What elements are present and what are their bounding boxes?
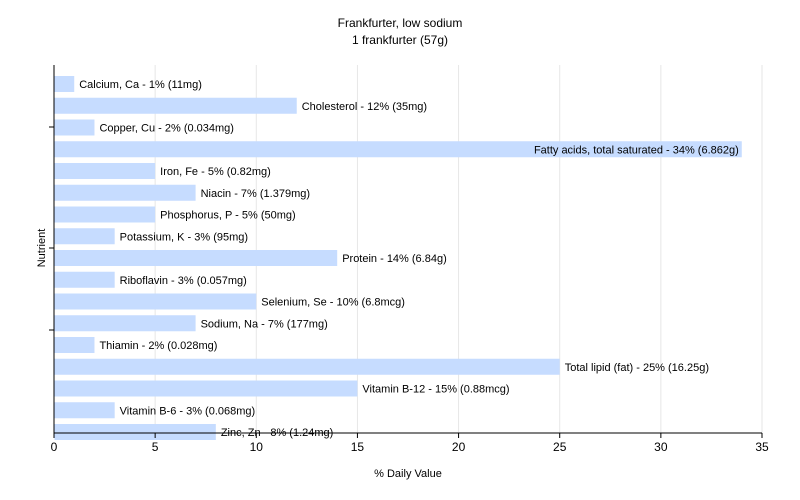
x-tick-label-10: 10: [250, 440, 264, 454]
x-tick-label-30: 30: [654, 440, 668, 454]
bar-label-0: Calcium, Ca - 1% (11mg): [79, 79, 202, 91]
bar-2: [54, 119, 95, 136]
bar-7: [54, 228, 115, 245]
bar-12: [54, 337, 95, 353]
x-tick-label-15: 15: [351, 440, 365, 454]
bar-label-14: Vitamin B-12 - 15% (0.88mcg): [362, 384, 509, 396]
x-axis-label: % Daily Value: [374, 468, 442, 480]
bar-13: [54, 358, 560, 375]
x-tick-label-20: 20: [452, 440, 466, 454]
x-tick-label-0: 0: [51, 440, 58, 454]
bar-label-5: Niacin - 7% (1.379mg): [201, 188, 310, 200]
bar-label-2: Copper, Cu - 2% (0.034mg): [99, 123, 234, 135]
bars-group: Calcium, Ca - 1% (11mg) Cholesterol - 12%…: [54, 76, 742, 440]
bar-label-13: Total lipid (fat) - 25% (16.25g): [565, 362, 709, 374]
bar-label-15: Vitamin B-6 - 3% (0.068mg): [120, 405, 256, 417]
bar-11: [54, 315, 196, 332]
chart-title: Frankfurter, low sodium: [338, 16, 463, 30]
axes-group: [49, 65, 763, 438]
x-tick-label-35: 35: [755, 440, 769, 454]
bar-9: [54, 271, 115, 288]
x-tick-label-25: 25: [553, 440, 567, 454]
bar-label-9: Riboflavin - 3% (0.057mg): [120, 275, 247, 287]
bar-label-10: Selenium, Se - 10% (6.8mcg): [261, 297, 405, 309]
bar-0: [54, 76, 75, 92]
x-tick-label-5: 5: [152, 440, 159, 454]
bar-label-6: Phosphorus, P - 5% (50mg): [160, 210, 296, 222]
bar-label-1: Cholesterol - 12% (35mg): [302, 101, 427, 113]
bar-6: [54, 206, 156, 223]
bar-14: [54, 380, 358, 397]
bar-label-8: Protein - 14% (6.84g): [342, 253, 447, 265]
y-axis-label: Nutrient: [36, 229, 48, 268]
bar-15: [54, 402, 115, 419]
bar-3: [54, 141, 742, 158]
x-tick-labels: 0 5 10 15 20 25 30 35: [51, 440, 769, 454]
chart-subtitle: 1 frankfurter (57g): [352, 33, 448, 47]
bar-8: [54, 250, 338, 266]
bar-label-7: Potassium, K - 3% (95mg): [120, 231, 248, 243]
bar-4: [54, 163, 156, 179]
bar-label-11: Sodium, Na - 7% (177mg): [201, 318, 328, 330]
bar-10: [54, 293, 257, 310]
bar-label-3: Fatty acids, total saturated - 34% (6.86…: [534, 144, 739, 156]
bar-label-4: Iron, Fe - 5% (0.82mg): [160, 166, 271, 178]
bar-5: [54, 184, 196, 201]
bar-1: [54, 97, 297, 114]
gridlines: [154, 65, 763, 433]
bar-16: [54, 424, 216, 440]
bar-label-12: Thiamin - 2% (0.028mg): [99, 340, 217, 352]
